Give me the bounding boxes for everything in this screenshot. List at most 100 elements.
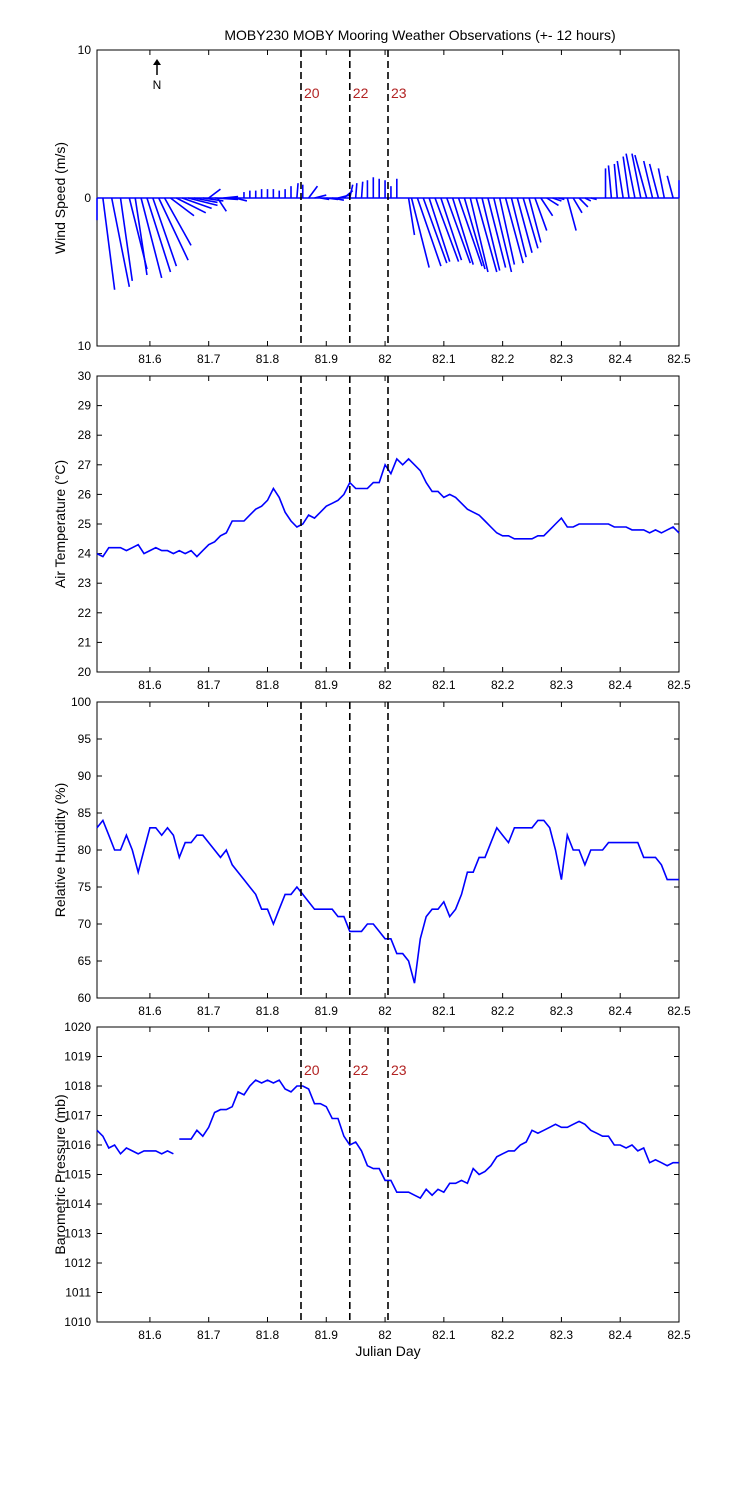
wind-stick xyxy=(208,188,221,199)
y-tick-label: 90 xyxy=(78,769,92,783)
wind-stick xyxy=(451,197,475,265)
x-tick-label: 81.6 xyxy=(138,352,162,366)
wind-stick xyxy=(648,163,660,199)
wind-stick xyxy=(416,197,442,267)
x-tick-label: 82.1 xyxy=(432,678,456,692)
y-axis-label: Relative Humidity (%) xyxy=(52,783,68,918)
x-tick-label: 81.9 xyxy=(315,678,339,692)
wind-stick xyxy=(463,197,486,270)
x-tick-label: 82.1 xyxy=(432,352,456,366)
x-tick-label: 81.9 xyxy=(315,1004,339,1018)
wind-stick xyxy=(158,197,189,261)
x-tick-label: 82.1 xyxy=(432,1328,456,1342)
event-label: 23 xyxy=(391,1062,407,1078)
y-tick-label: 1016 xyxy=(64,1138,91,1152)
wind-stick xyxy=(475,197,498,273)
event-label: 20 xyxy=(304,1062,320,1078)
x-tick-label: 82.3 xyxy=(550,1004,574,1018)
y-tick-label: 25 xyxy=(78,517,92,531)
wind-stick xyxy=(134,197,148,276)
wind-stick xyxy=(152,197,178,267)
wind-stick xyxy=(625,153,636,199)
y-tick-label: 100 xyxy=(71,695,91,709)
wind-stick xyxy=(296,183,299,199)
wind-stick xyxy=(446,197,472,264)
wind-stick xyxy=(616,160,624,199)
wind-stick xyxy=(332,197,345,202)
wind-stick xyxy=(320,197,330,201)
x-tick-label: 81.8 xyxy=(256,1004,280,1018)
wind-stick xyxy=(223,195,239,199)
x-tick-label: 81.6 xyxy=(138,678,162,692)
x-tick-label: 82 xyxy=(378,678,392,692)
wind-stick xyxy=(572,197,583,214)
wind-stick xyxy=(558,197,565,201)
wind-stick xyxy=(140,197,163,279)
wind-stick xyxy=(540,197,554,217)
x-tick-label: 81.8 xyxy=(256,678,280,692)
wind-stick xyxy=(434,197,460,262)
wind-stick xyxy=(146,197,172,273)
x-tick-label: 82.4 xyxy=(609,352,633,366)
wind-stick xyxy=(170,197,195,217)
wind-stick xyxy=(360,181,364,199)
x-tick-label: 81.8 xyxy=(256,352,280,366)
y-tick-label: 28 xyxy=(78,428,92,442)
panel-humidity: 60 65 70 75 80 85 90 95 100 81.6 81.7 81.8 81.9 82 82.… xyxy=(52,695,691,1018)
y-tick-label: 1014 xyxy=(64,1197,91,1211)
x-tick-label: 82.3 xyxy=(550,352,574,366)
x-tick-label: 81.7 xyxy=(197,1328,221,1342)
wind-stick xyxy=(498,197,516,265)
x-axis-label: Julian Day xyxy=(355,1343,420,1359)
x-tick-label: 82.4 xyxy=(609,1328,633,1342)
wind-stick xyxy=(657,168,666,199)
event-label: 22 xyxy=(353,1062,369,1078)
wind-stick xyxy=(510,197,527,258)
y-tick-label: 27 xyxy=(78,458,92,472)
wind-stick xyxy=(119,197,134,281)
wind-stick xyxy=(314,194,327,199)
wind-stick xyxy=(102,197,116,290)
y-tick-label: 65 xyxy=(78,954,92,968)
y-axis-label: Barometric Pressure (mb) xyxy=(52,1094,68,1254)
x-tick-label: 81.6 xyxy=(138,1004,162,1018)
y-axis-label: Air Temperature (°C) xyxy=(52,460,68,588)
wind-stick xyxy=(634,154,648,199)
y-tick-label: 85 xyxy=(78,806,92,820)
x-tick-label: 81.9 xyxy=(315,1328,339,1342)
y-tick-label: 23 xyxy=(78,576,92,590)
y-tick-label: 24 xyxy=(78,547,92,561)
wind-stick xyxy=(584,197,592,202)
x-tick-label: 81.8 xyxy=(256,1328,280,1342)
wind-stick xyxy=(407,197,416,236)
event-label: 22 xyxy=(353,85,369,101)
wind-stick xyxy=(110,197,131,287)
x-tick-label: 82 xyxy=(378,1004,392,1018)
wind-stick xyxy=(216,197,228,212)
x-tick-label: 82.4 xyxy=(609,678,633,692)
figure-title: MOBY230 MOBY Mooring Weather Observation… xyxy=(224,27,615,43)
wind-stick xyxy=(193,197,218,204)
x-tick-label: 82 xyxy=(378,352,392,366)
y-tick-label: 22 xyxy=(78,606,92,620)
y-tick-label: 1020 xyxy=(64,1020,91,1034)
wind-stick xyxy=(493,197,513,273)
y-tick-label: 1015 xyxy=(64,1168,91,1182)
x-tick-label: 82.5 xyxy=(667,352,691,366)
y-tick-label: 1012 xyxy=(64,1256,91,1270)
wind-stick xyxy=(440,197,463,261)
wind-stick xyxy=(181,197,212,210)
x-tick-label: 81.7 xyxy=(197,352,221,366)
x-tick-label: 82.3 xyxy=(550,678,574,692)
wind-stick xyxy=(552,197,562,202)
wind-stick xyxy=(504,197,524,264)
wind-stick xyxy=(516,197,533,253)
wind-stick xyxy=(522,197,539,249)
y-tick-label: 0 xyxy=(84,191,91,205)
x-tick-label: 82 xyxy=(378,1328,392,1342)
wind-stick xyxy=(354,183,358,199)
y-tick-label: 1018 xyxy=(64,1079,91,1093)
wind-stick xyxy=(622,156,630,199)
x-tick-label: 82.4 xyxy=(609,1004,633,1018)
y-tick-label: 80 xyxy=(78,843,92,857)
